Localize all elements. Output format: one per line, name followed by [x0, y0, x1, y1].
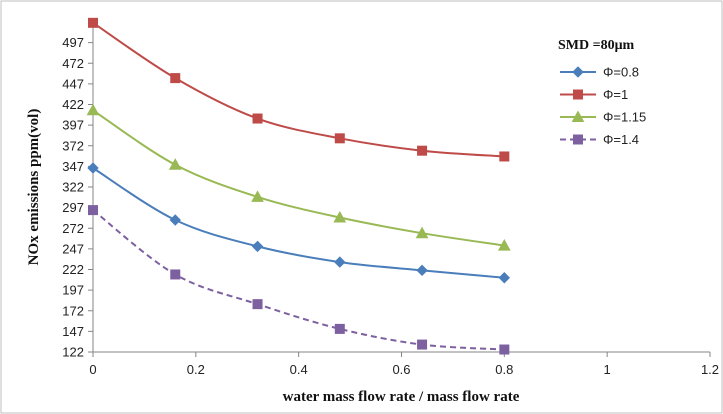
x-tick-label: 0.6 — [392, 362, 410, 377]
legend-label: Φ=1 — [603, 87, 628, 102]
y-tick-label: 372 — [62, 138, 84, 153]
x-tick-label: 0.8 — [495, 362, 513, 377]
y-tick-label: 122 — [62, 345, 84, 360]
data-point — [88, 17, 98, 28]
series-line — [92, 167, 505, 279]
data-point — [334, 133, 345, 144]
legend-title: SMD =80μm — [558, 38, 635, 53]
legend-marker — [572, 66, 584, 78]
series-2 — [88, 17, 510, 162]
data-point — [169, 214, 181, 226]
y-tick-label: 247 — [62, 241, 84, 256]
x-tick-label: 0.2 — [187, 362, 205, 377]
data-point — [417, 339, 428, 350]
data-point — [334, 323, 345, 334]
y-tick-label: 347 — [62, 159, 84, 174]
x-tick-label: 1.2 — [701, 362, 719, 377]
x-tick-label: 0 — [89, 362, 96, 377]
y-tick-label: 222 — [62, 262, 84, 277]
y-tick-label: 197 — [62, 283, 84, 298]
legend-marker — [573, 134, 583, 145]
x-axis-title: water mass flow rate / mass flow rate — [283, 389, 520, 405]
data-point — [499, 344, 510, 355]
data-point — [499, 151, 510, 162]
y-tick-label: 172 — [62, 303, 84, 318]
legend-marker — [571, 110, 585, 122]
series-3 — [86, 103, 511, 251]
x-tick-label: 0.4 — [290, 362, 308, 377]
legend-marker — [573, 89, 583, 100]
data-point — [415, 226, 429, 239]
data-point — [333, 210, 347, 223]
data-point — [252, 299, 263, 310]
legend-label: Φ=1.15 — [603, 110, 646, 125]
data-point — [251, 240, 264, 253]
y-tick-label: 147 — [62, 324, 84, 339]
y-tick-label: 447 — [62, 76, 84, 91]
series-line — [92, 209, 505, 351]
y-tick-label: 272 — [62, 221, 84, 236]
y-ticks: 122 147 172 197 222 247 272 297 322 347 372 397 422 4… — [62, 35, 93, 360]
x-tick-label: 1 — [604, 362, 611, 377]
data-point — [87, 162, 99, 174]
data-point — [251, 190, 264, 202]
data-point — [168, 158, 182, 170]
y-axis-title: NOx emissions ppm(vol) — [26, 109, 42, 266]
data-point — [498, 272, 511, 284]
series — [86, 17, 511, 355]
data-point — [252, 113, 263, 124]
data-point — [334, 256, 346, 268]
data-point — [416, 264, 428, 277]
data-point — [497, 239, 511, 251]
y-tick-label: 472 — [62, 56, 84, 71]
data-point — [86, 103, 100, 116]
data-point — [417, 145, 428, 156]
y-tick-label: 497 — [62, 35, 84, 50]
data-point — [170, 269, 181, 280]
legend: SMD =80μm Φ=0.8 Φ=1 Φ=1.15 Φ=1.4 — [558, 38, 646, 147]
y-tick-label: 297 — [62, 200, 84, 215]
series-line — [92, 21, 505, 158]
data-point — [88, 205, 98, 216]
series-line — [92, 109, 505, 247]
y-tick-label: 422 — [62, 97, 84, 112]
data-point — [170, 73, 181, 84]
y-tick-label: 322 — [62, 180, 84, 195]
legend-label: Φ=1.4 — [603, 132, 639, 147]
series-4 — [88, 205, 510, 355]
x-ticks: 0 0.2 0.4 0.6 0.8 1 1.2 — [89, 352, 719, 377]
series-1 — [87, 162, 511, 284]
y-tick-label: 397 — [62, 118, 84, 133]
legend-label: Φ=0.8 — [603, 65, 639, 80]
